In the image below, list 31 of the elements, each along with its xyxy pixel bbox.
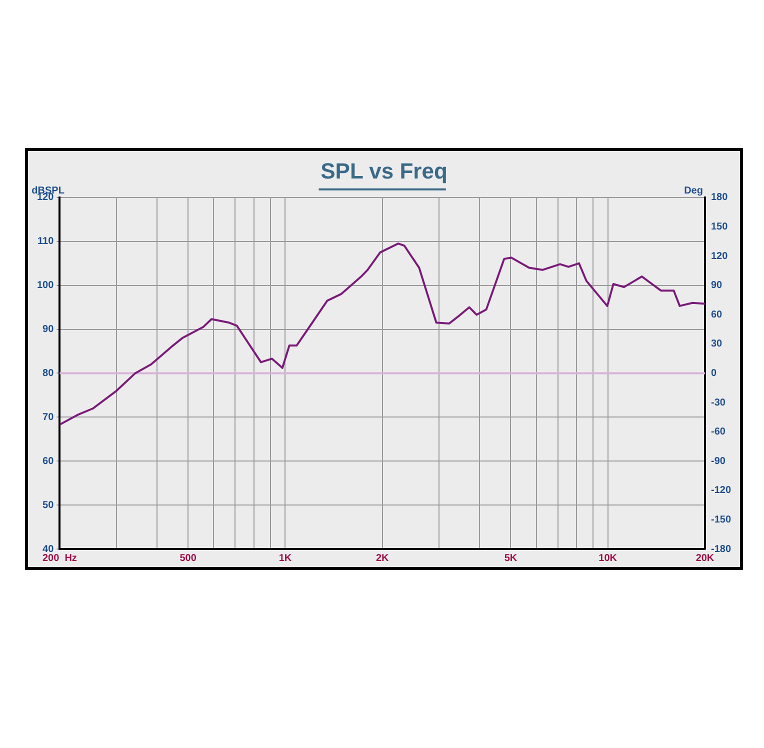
x-tick-label: 5K (504, 552, 518, 564)
y2-tick-label: -150 (710, 514, 732, 526)
y-tick-label: 100 (36, 280, 54, 292)
y2-tick-label: 180 (710, 192, 728, 204)
y-tick-label: 90 (42, 324, 54, 335)
x-tick-label: 20K (696, 552, 715, 564)
y-tick-label: 50 (42, 500, 54, 511)
y2-tick-label: -120 (710, 485, 732, 496)
y-tick-label: 60 (42, 456, 54, 467)
y2-tick-label: -180 (710, 544, 732, 555)
y-tick-label: 120 (36, 192, 54, 204)
y2-tick-label: 150 (710, 221, 728, 232)
y-tick-label: 70 (42, 412, 54, 423)
x-tick-label: 10K (598, 552, 618, 564)
y2-axis-title: Deg (684, 185, 703, 196)
x-tick-label: 200 Hz (42, 552, 77, 564)
chart-title: SPL vs Freq (320, 158, 448, 184)
x-tick-label: 1K (278, 552, 292, 564)
y-tick-label: 110 (38, 236, 54, 248)
y2-tick-label: 90 (710, 280, 723, 292)
x-tick-label: 2K (376, 552, 390, 564)
y2-tick-label: -60 (710, 426, 726, 438)
y2-tick-label: -90 (710, 456, 726, 467)
y2-tick-label: -30 (710, 397, 726, 408)
x-tick-label: 500 (180, 552, 197, 564)
y2-tick-label: 120 (710, 250, 728, 262)
y-tick-label: 40 (42, 544, 54, 555)
y2-tick-label: 60 (710, 309, 723, 320)
y2-tick-label: 0 (710, 368, 717, 379)
y-tick-label: 80 (42, 368, 54, 379)
y2-tick-label: 30 (710, 338, 723, 350)
